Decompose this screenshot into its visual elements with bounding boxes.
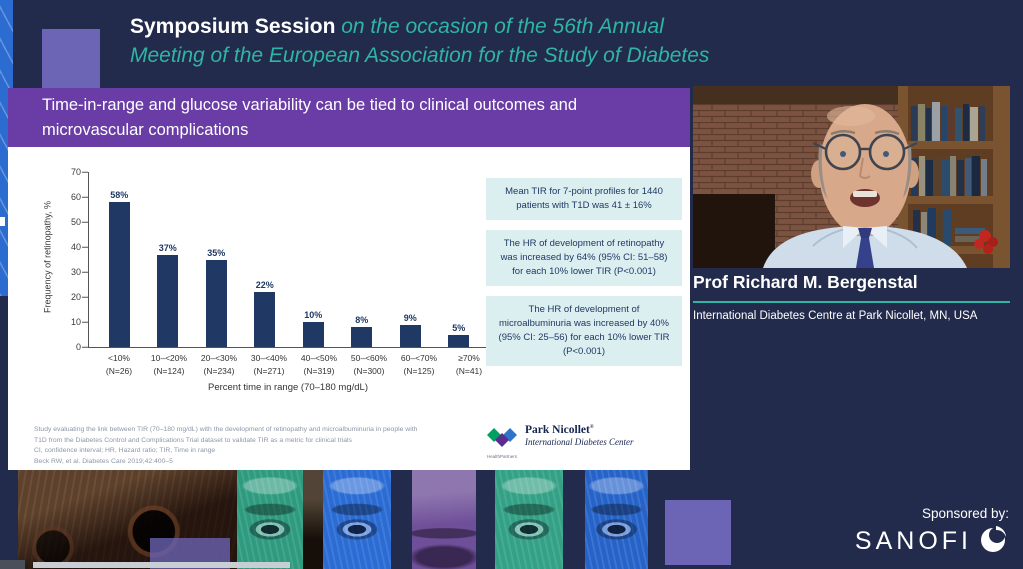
photo-strip-purple	[412, 470, 476, 569]
healthpartners-label: HealthPartners	[486, 454, 517, 459]
park-nicollet-logo: HealthPartners Park Nicollet® Internatio…	[485, 424, 685, 459]
category-label: 40–<50% (N=319)	[300, 353, 338, 376]
speaker-affiliation: International Diabetes Centre at Park Ni…	[693, 310, 978, 322]
footnote-line: Study evaluating the link between TIR (7…	[34, 426, 418, 433]
bottom-photo-band	[0, 470, 1023, 569]
speaker-video[interactable]	[693, 86, 1010, 268]
photo-strip-sliver	[303, 470, 323, 569]
bar	[205, 259, 227, 347]
bar	[157, 254, 179, 347]
category-label: ≥70% (N=41)	[455, 353, 483, 376]
bar-value-label: 9%	[403, 312, 417, 323]
bar-column: 9%	[386, 312, 435, 347]
bar-column: 58%	[95, 190, 144, 347]
bar-column: 5%	[435, 322, 484, 347]
photo-strip-blue-2	[585, 470, 648, 569]
bar-value-label: 58%	[110, 190, 129, 200]
photo-strip-green	[237, 470, 303, 569]
registered-mark: ®	[589, 425, 594, 431]
presentation-slide: Time-in-range and glucose variability ca…	[8, 88, 690, 470]
bar	[448, 334, 470, 347]
y-tick-mark	[82, 171, 88, 173]
bar-column: 8%	[338, 315, 387, 347]
y-tick-label: 10	[70, 317, 81, 327]
bar-value-label: 37%	[158, 242, 177, 253]
bar-value-label: 35%	[207, 247, 226, 258]
deco-notch	[0, 217, 5, 226]
bar-value-label: 5%	[452, 322, 466, 333]
bar	[399, 324, 421, 347]
bar	[351, 327, 373, 347]
deco-square-bottom-right	[665, 500, 731, 565]
category-label: <10% (N=26)	[105, 353, 133, 376]
chart-plot: 58% 37% 35% 22% 10% 8% 9% 5% 0 10 20 30 40 50 60 70	[71, 167, 489, 352]
y-tick-mark	[82, 196, 88, 198]
park-nicollet-logo-icon: HealthPartners	[485, 424, 519, 459]
sanofi-wordmark: SANOFI	[854, 527, 972, 555]
y-tick-mark	[82, 271, 88, 273]
y-tick-mark	[82, 296, 88, 298]
category-label: 20–<30% (N=234)	[200, 353, 238, 376]
y-tick-mark	[82, 346, 88, 348]
sponsored-by-label: Sponsored by:	[921, 506, 1009, 521]
y-tick-label: 50	[70, 217, 81, 227]
session-title-bold: Symposium Session	[130, 15, 336, 38]
y-tick-label: 30	[70, 267, 81, 277]
category-label: 30–<40% (N=271)	[250, 353, 288, 376]
y-tick-label: 0	[75, 342, 81, 352]
bottom-dark-block	[0, 560, 25, 569]
stat-box-retinopathy-hr: The HR of development of retinopathy was…	[486, 230, 682, 287]
teal-divider	[693, 301, 1010, 303]
y-tick-label: 40	[70, 242, 81, 252]
chart-x-axis-label: Percent time in range (70–180 mg/dL)	[207, 382, 368, 393]
category-label: 10–<20% (N=124)	[150, 353, 188, 376]
park-nicollet-name: Park Nicollet	[525, 424, 590, 436]
category-label: 60–<70% (N=125)	[400, 353, 438, 376]
category-label: 50–<60% (N=300)	[350, 353, 388, 376]
park-nicollet-subtitle: International Diabetes Center	[525, 437, 634, 448]
y-tick-mark	[82, 321, 88, 323]
bar-column: 37%	[144, 242, 193, 347]
y-tick-label: 20	[70, 292, 81, 302]
bar-value-label: 22%	[255, 280, 274, 290]
speaker-name: Prof Richard M. Bergenstal	[693, 272, 918, 292]
sanofi-swoosh-icon	[979, 524, 1009, 559]
deco-square-top-left	[42, 29, 100, 88]
y-tick-label: 70	[70, 167, 81, 177]
photo-strip-blue	[323, 470, 391, 569]
session-title-line2: Meeting of the European Association for …	[130, 43, 710, 67]
slide-footnote: Study evaluating the link between TIR (7…	[34, 425, 479, 467]
bar	[108, 202, 130, 347]
stat-box-microalbuminuria-hr: The HR of development of microalbuminuri…	[486, 296, 682, 367]
bar-column: 10%	[289, 310, 338, 347]
photo-strip-face-dark	[18, 470, 237, 569]
bottom-light-bar	[33, 562, 290, 568]
bar-value-label: 8%	[355, 315, 369, 325]
slide-title: Time-in-range and glucose variability ca…	[8, 88, 690, 147]
chart-categories: <10% (N=26) 10–<20% (N=124) 20–<30% (N=234) 30…	[88, 352, 500, 378]
session-title-italic: on the occasion of the 56th Annual	[335, 15, 664, 38]
y-tick-label: 60	[70, 192, 81, 202]
footnote-line: Beck RW, et al. Diabetes Care 2019;42:40…	[34, 457, 173, 465]
footnote-line: T1D from the Diabetes Control and Compli…	[34, 436, 352, 444]
stat-box-mean-tir: Mean TIR for 7-point profiles for 1440 p…	[486, 178, 682, 221]
stat-boxes: Mean TIR for 7-point profiles for 1440 p…	[486, 178, 682, 367]
chart-bars: 58% 37% 35% 22% 10% 8% 9% 5%	[89, 172, 489, 347]
sponsor-block: Sponsored by: SANOFI	[855, 506, 1009, 559]
photo-strip-green-2	[495, 470, 563, 569]
bar-column: 22%	[241, 280, 290, 347]
y-tick-mark	[82, 246, 88, 248]
bar	[254, 292, 276, 347]
bar-value-label: 10%	[304, 310, 323, 320]
bar-column: 35%	[192, 247, 241, 347]
bar	[302, 322, 324, 347]
footnote-line: CI, confidence interval; HR, Hazard rati…	[34, 447, 216, 455]
session-header: Symposium Session on the occasion of the…	[130, 13, 740, 71]
retinopathy-bar-chart: Frequency of retinopathy, % 58% 37% 35% 22%…	[30, 162, 489, 404]
chart-y-axis-label: Frequency of retinopathy, %	[42, 201, 53, 313]
y-tick-mark	[82, 221, 88, 223]
